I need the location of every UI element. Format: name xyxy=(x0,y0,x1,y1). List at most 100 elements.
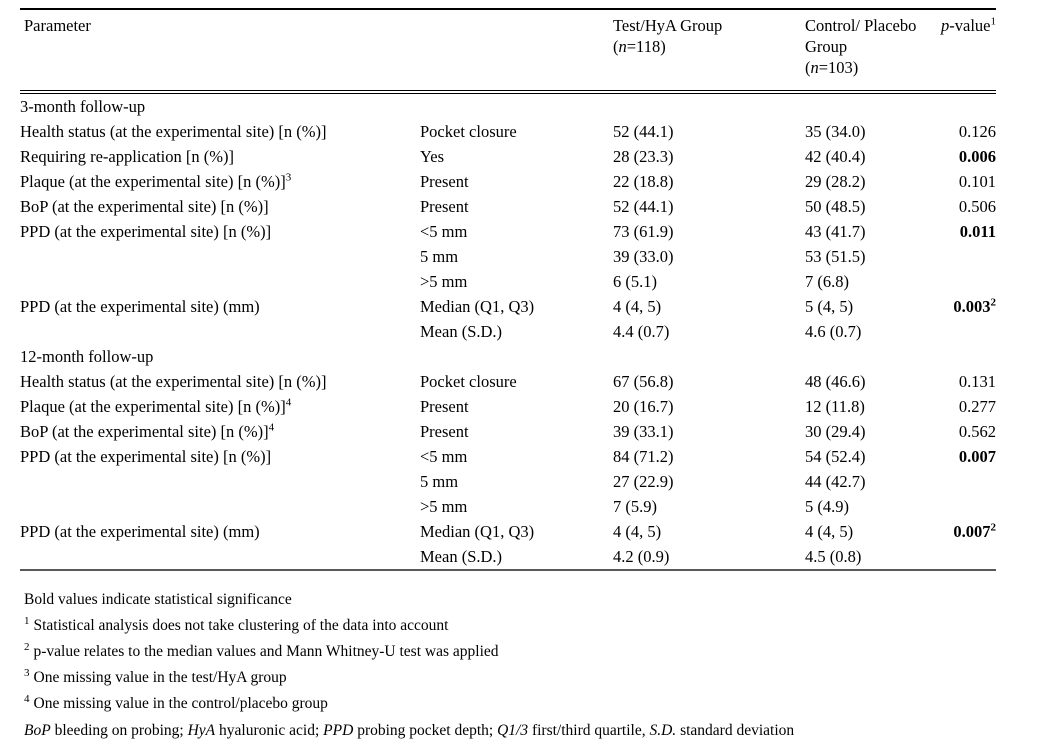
p-value-text: 0.506 xyxy=(958,197,996,216)
p-value-cell: 0.101 xyxy=(931,169,996,194)
test-group-title: Test/HyA Group xyxy=(613,16,723,35)
p-value-cell: 0.007 xyxy=(931,444,996,469)
test-value-cell: 4 (4, 5) xyxy=(613,522,662,541)
parameter-text: Plaque (at the experimental site) [n (%)… xyxy=(20,397,286,416)
category-cell: Present xyxy=(420,197,469,216)
p-value-cell xyxy=(931,544,996,570)
table-row: PPD (at the experimental site) (mm) Media… xyxy=(20,519,996,544)
table-row: >5 mm 6 (5.1) 7 (6.8) xyxy=(20,269,996,294)
table-row: Mean (S.D.) 4.2 (0.9) 4.5 (0.8) xyxy=(20,544,996,570)
abbreviation-definition: standard deviation xyxy=(676,722,795,739)
category-cell: Mean (S.D.) xyxy=(420,322,503,341)
parameter-cell xyxy=(20,319,420,344)
control-value-cell: 4.5 (0.8) xyxy=(805,547,862,566)
parameter-cell: BoP (at the experimental site) [n (%)]4 xyxy=(20,419,420,444)
abbreviation-term: PPD xyxy=(323,722,354,739)
footnote: Bold values indicate statistical signifi… xyxy=(24,587,1018,613)
parameter-footnote-marker: 4 xyxy=(268,421,275,434)
category-cell: Median (Q1, Q3) xyxy=(420,522,535,541)
test-value-cell: 6 (5.1) xyxy=(613,272,657,291)
p-value-cell: 0.011 xyxy=(931,219,996,244)
control-group-n: (n=103) xyxy=(805,58,859,77)
p-value-cell: 0.562 xyxy=(931,419,996,444)
test-value-cell: 84 (71.2) xyxy=(613,447,674,466)
parameter-footnote-marker: 3 xyxy=(285,171,292,184)
abbreviation-term: BoP xyxy=(24,722,51,739)
p-value-text: 0.277 xyxy=(958,397,996,416)
parameter-cell: Requiring re-application [n (%)] xyxy=(20,144,420,169)
category-cell: Pocket closure xyxy=(420,372,517,391)
parameter-cell: PPD (at the experimental site) (mm) xyxy=(20,519,420,544)
category-cell: <5 mm xyxy=(420,447,468,466)
parameter-cell: Plaque (at the experimental site) [n (%)… xyxy=(20,169,420,194)
table-body: 3-month follow-up Health status (at the e… xyxy=(20,92,996,570)
column-header-category xyxy=(420,9,613,94)
p-value-cell xyxy=(931,494,996,519)
table-row: PPD (at the experimental site) (mm) Media… xyxy=(20,294,996,319)
p-value-text: 0.562 xyxy=(958,422,996,441)
table-row: 5 mm 27 (22.9) 44 (42.7) xyxy=(20,469,996,494)
table-row: Health status (at the experimental site)… xyxy=(20,369,996,394)
footnote-marker: 3 xyxy=(24,666,30,679)
control-value-cell: 43 (41.7) xyxy=(805,222,866,241)
section-label: 12-month follow-up xyxy=(20,347,154,366)
control-value-cell: 12 (11.8) xyxy=(805,397,865,416)
parameter-text: PPD (at the experimental site) [n (%)] xyxy=(20,447,272,466)
footnote-text: p-value relates to the median values and… xyxy=(33,643,499,660)
control-value-cell: 42 (40.4) xyxy=(805,147,866,166)
abbreviation-definition: first/third quartile, xyxy=(528,722,650,739)
parameter-cell: PPD (at the experimental site) [n (%)] xyxy=(20,219,420,244)
parameter-text: PPD (at the experimental site) [n (%)] xyxy=(20,222,272,241)
parameter-text: PPD (at the experimental site) (mm) xyxy=(20,297,260,316)
control-value-cell: 5 (4, 5) xyxy=(805,297,854,316)
parameter-cell: Health status (at the experimental site)… xyxy=(20,119,420,144)
column-header-test-group: Test/HyA Group (n=118) xyxy=(613,9,805,94)
footnote-text: Statistical analysis does not take clust… xyxy=(33,617,449,634)
category-cell: Mean (S.D.) xyxy=(420,547,503,566)
table-row: Mean (S.D.) 4.4 (0.7) 4.6 (0.7) xyxy=(20,319,996,344)
table-row: PPD (at the experimental site) [n (%)] <5… xyxy=(20,444,996,469)
table-row: Health status (at the experimental site)… xyxy=(20,119,996,144)
control-value-cell: 50 (48.5) xyxy=(805,197,866,216)
p-value-cell: 0.131 xyxy=(931,369,996,394)
column-header-control-group: Control/ Placebo Group (n=103) xyxy=(805,9,931,94)
test-value-cell: 27 (22.9) xyxy=(613,472,674,491)
category-cell: <5 mm xyxy=(420,222,468,241)
p-value-cell: 0.277 xyxy=(931,394,996,419)
control-group-title-line2: Group xyxy=(805,37,848,56)
p-value-text: 0.126 xyxy=(958,122,996,141)
table-row: BoP (at the experimental site) [n (%)]4 P… xyxy=(20,419,996,444)
footnotes: Bold values indicate statistical signifi… xyxy=(20,587,1018,717)
control-value-cell: 53 (51.5) xyxy=(805,247,866,266)
section-row: 12-month follow-up xyxy=(20,344,996,369)
test-value-cell: 7 (5.9) xyxy=(613,497,657,516)
p-value-cell: 0.006 xyxy=(931,144,996,169)
p-value-footnote-marker: 2 xyxy=(990,521,997,534)
category-cell: Present xyxy=(420,397,469,416)
abbreviation-term: S.D. xyxy=(649,722,677,739)
p-value-text: 0.011 xyxy=(959,222,996,241)
abbreviation-term: HyA xyxy=(187,722,216,739)
footnote-marker: 1 xyxy=(24,614,30,627)
footnote-marker: 2 xyxy=(24,640,30,653)
footnote-text: One missing value in the control/placebo… xyxy=(33,695,328,712)
control-value-cell: 30 (29.4) xyxy=(805,422,866,441)
test-value-cell: 73 (61.9) xyxy=(613,222,674,241)
test-value-cell: 4 (4, 5) xyxy=(613,297,662,316)
table-row: Plaque (at the experimental site) [n (%)… xyxy=(20,394,996,419)
abbreviation-definition: bleeding on probing; xyxy=(50,722,188,739)
parameter-cell xyxy=(20,494,420,519)
category-cell: 5 mm xyxy=(420,472,459,491)
parameter-text: BoP (at the experimental site) [n (%)] xyxy=(20,422,269,441)
results-table: Parameter Test/HyA Group (n=118) Control… xyxy=(20,8,996,571)
footnote: 2 p-value relates to the median values an… xyxy=(24,639,1018,665)
footnote: 4 One missing value in the control/placeb… xyxy=(24,691,1018,717)
control-value-cell: 5 (4.9) xyxy=(805,497,849,516)
parameter-text: Health status (at the experimental site)… xyxy=(20,372,327,391)
parameter-header-label: Parameter xyxy=(24,16,91,35)
category-cell: Yes xyxy=(420,147,445,166)
section-label: 3-month follow-up xyxy=(20,97,146,116)
p-value-cell: 0.126 xyxy=(931,119,996,144)
p-value-cell: 0.0032 xyxy=(931,294,996,319)
